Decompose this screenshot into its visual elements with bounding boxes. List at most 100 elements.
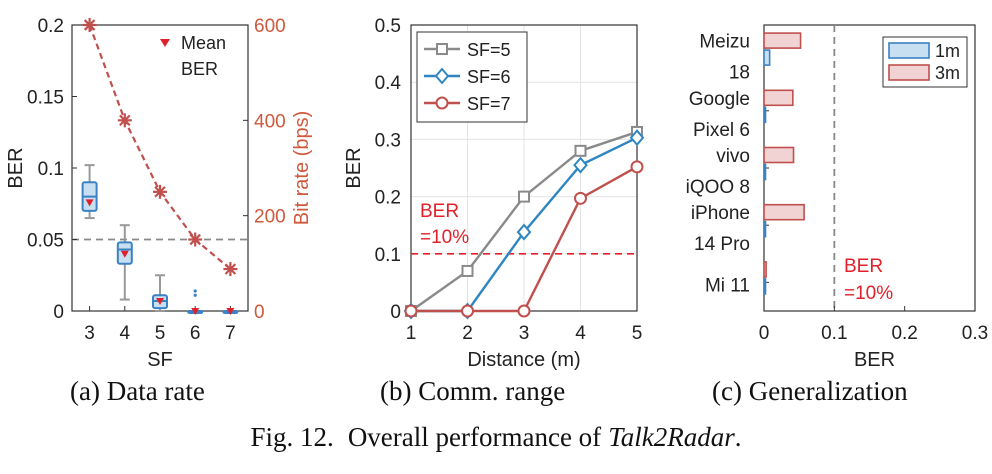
x-axis-label-c: BER: [854, 349, 895, 371]
mean-marker: [226, 308, 235, 315]
bitrate-point-stroke: [83, 19, 96, 31]
series-point: [516, 223, 532, 241]
y-tick-label-b: 0.3: [375, 130, 401, 151]
x-tick-label-b: 1: [406, 323, 417, 344]
figure-caption: Fig. 12. Overall performance of Talk2Radar…: [251, 422, 742, 452]
bitrate-point-stroke: [189, 233, 201, 246]
legend-mean-label: Mean: [181, 33, 226, 53]
legend-swatch-3m: [888, 64, 930, 81]
legend-label-1m: 1m: [935, 41, 960, 61]
x-axis-label-b: Distance (m): [467, 349, 580, 371]
legend-mean-marker: [160, 39, 170, 47]
y-axis-label-b: BER: [343, 147, 365, 188]
threshold-annotation-b-line2: =10%: [420, 227, 469, 248]
legend-marker: [436, 43, 448, 55]
bitrate-point: [117, 113, 132, 128]
bar-1m: [763, 278, 767, 295]
y-tick-label-b: 0.4: [375, 73, 402, 94]
legend-label: SF=7: [467, 94, 511, 114]
x-tick-label-c: 0.3: [962, 323, 988, 344]
y-tick-label-a: 0.1: [38, 159, 64, 180]
y-tick-label-a: 0.05: [27, 231, 64, 252]
caption-a: (a) Data rate: [70, 376, 205, 406]
bar-3m: [763, 261, 767, 278]
x-tick-label-b: 4: [575, 323, 586, 344]
y-tick-label-b: 0: [390, 302, 401, 323]
y-right-tick-label-a: 600: [254, 16, 286, 37]
bar-3m: [763, 32, 802, 49]
y-tick-label-b: 0.5: [375, 16, 401, 37]
bitrate-point-stroke: [154, 186, 166, 198]
x-tick-label-c: 0: [759, 323, 770, 344]
category-label: Mi 11: [705, 275, 750, 296]
y-tick-label-b: 0.2: [375, 188, 401, 209]
series-point: [404, 304, 418, 318]
bitrate-point-stroke: [119, 114, 131, 127]
category-label-line2: 14 Pro: [694, 234, 750, 255]
x-tick-label-c: 0.1: [821, 323, 847, 344]
bar-1m: [763, 163, 767, 181]
threshold-annotation-c-line2: =10%: [844, 283, 893, 304]
x-tick-label-a: 5: [155, 323, 166, 344]
legend-label: SF=5: [467, 40, 511, 60]
category-label-line1: vivo: [716, 146, 750, 167]
mean-marker: [156, 297, 164, 305]
x-tick-label-b: 2: [462, 323, 473, 344]
series-point: [630, 160, 644, 174]
bar-3m: [763, 203, 805, 221]
figure-caption-prefix: Fig. 12.: [251, 422, 334, 452]
category-label-line2: Pixel 6: [693, 120, 750, 141]
legend-entry-b: SF=5: [424, 40, 511, 60]
x-tick-label-b: 5: [632, 323, 643, 344]
outlier-point: [193, 293, 197, 297]
y-right-tick-label-a: 400: [254, 111, 286, 132]
x-tick-label-b: 3: [519, 323, 530, 344]
bar-1m: [763, 220, 767, 238]
legend-entry-b: SF=7: [424, 94, 511, 114]
series-sf7: [404, 160, 644, 318]
category-label-line2: 18: [729, 63, 750, 84]
x-tick-label-a: 7: [225, 323, 236, 344]
bar-3m: [763, 89, 794, 107]
bar-1m: [763, 106, 767, 124]
caption-c: (c) Generalization: [712, 376, 908, 406]
box-sf-5: [152, 274, 168, 312]
box-sf-3: [81, 164, 98, 220]
y-tick-label-a: 0.2: [38, 16, 64, 37]
panel-a-data-rate: 0 0.05 0.1 0.15 0.2 0 200 400 600 3 4 5 6 7 SF BER Bit r…: [5, 16, 313, 371]
x-tick-label-a: 3: [84, 323, 95, 344]
threshold-annotation-b-line1: BER: [420, 201, 459, 222]
legend-entry-b: SF=6: [424, 67, 511, 87]
legend-label-3m: 3m: [935, 63, 960, 83]
bar-3m: [763, 146, 795, 164]
series-point: [461, 304, 474, 318]
figure-caption-suffix: .: [735, 422, 742, 452]
legend-marker: [434, 67, 450, 85]
panel-c-generalization: BER =10% 0 0.1 0.2 0.3 BER Meizu 18 Google Pixel 6…: [686, 24, 988, 371]
y-right-tick-label-a: 200: [254, 207, 286, 228]
mean-marker: [85, 199, 94, 207]
x-tick-label-a: 6: [190, 323, 201, 344]
series-point: [573, 156, 588, 174]
series-point: [517, 304, 531, 318]
box-sf-7: [222, 308, 239, 315]
x-axis-label-a: SF: [147, 349, 173, 371]
series-point: [629, 129, 645, 147]
category-label-line2: iQOO 8: [686, 177, 750, 198]
series-point: [518, 190, 530, 203]
x-tick-label-c: 0.2: [891, 323, 917, 344]
y-axis-label-a: BER: [5, 147, 27, 188]
series-point: [574, 144, 587, 157]
x-tick-label-a: 4: [120, 323, 131, 344]
mean-marker: [120, 250, 129, 258]
bitrate-point: [188, 232, 203, 247]
bitrate-point: [223, 262, 238, 277]
bar-1m: [763, 49, 771, 66]
y-right-axis-label-a: Bit rate (bps): [291, 111, 313, 225]
bitrate-point-stroke: [224, 263, 237, 275]
category-label-line1: Meizu: [699, 32, 750, 53]
legend-marker: [435, 96, 449, 110]
box-sf-6: [187, 289, 204, 315]
series-point: [574, 191, 587, 205]
